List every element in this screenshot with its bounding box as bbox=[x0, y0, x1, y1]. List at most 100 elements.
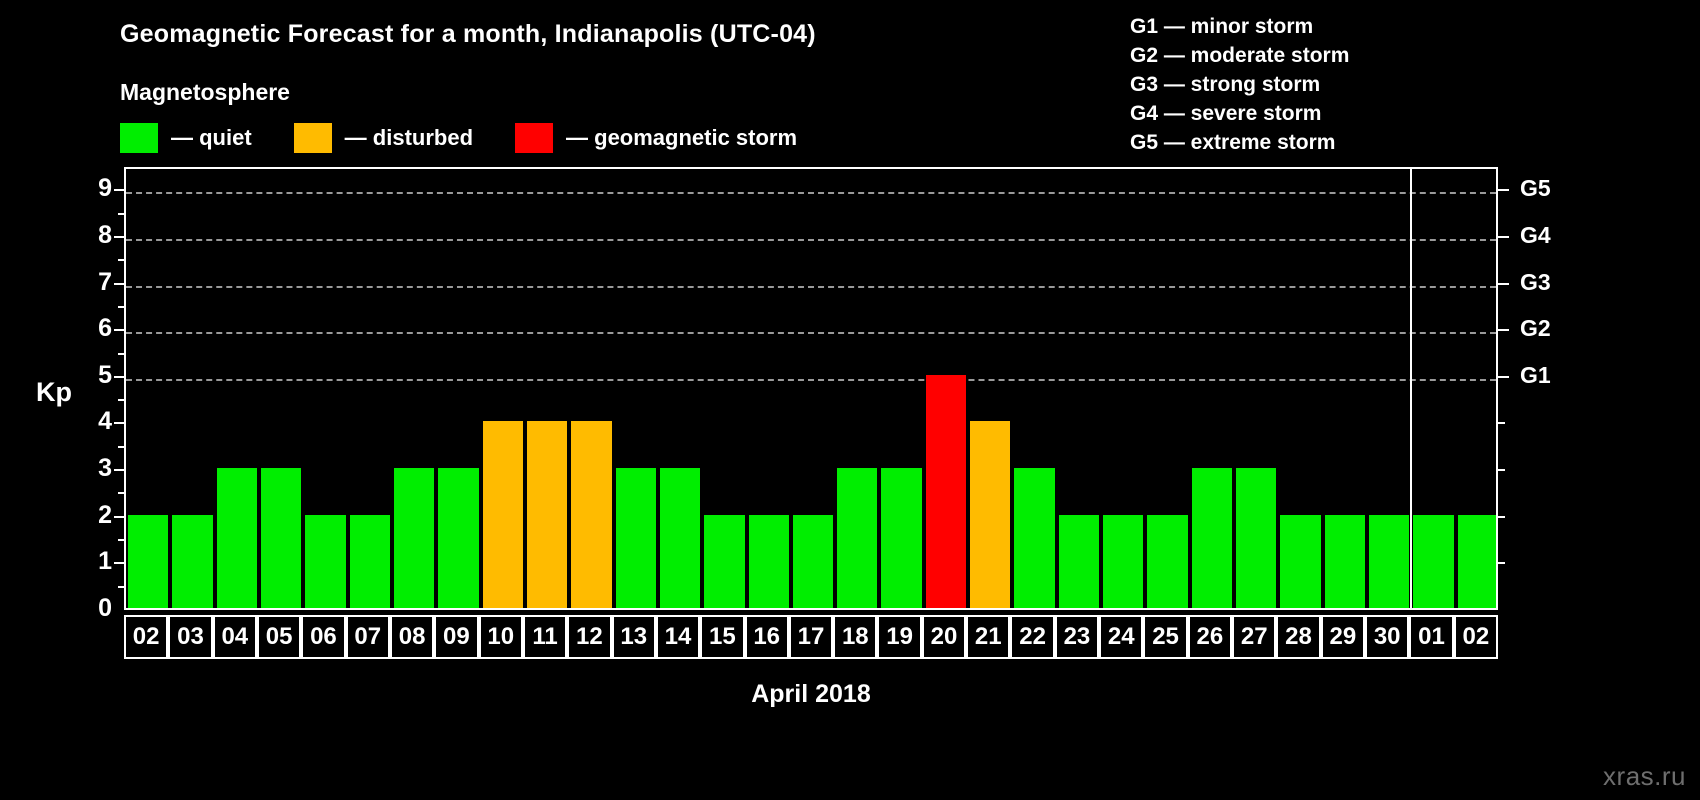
legend-entry-disturbed: — disturbed bbox=[293, 123, 515, 153]
date-label-24: 26 bbox=[1187, 615, 1233, 659]
bar-15 bbox=[704, 514, 745, 608]
legend-label-geomagnetic-storm: — geomagnetic storm bbox=[566, 125, 798, 150]
bar-02 bbox=[128, 514, 169, 608]
date-label-6: 08 bbox=[389, 615, 435, 659]
g-scale-legend-item-5: G5 — extreme storm bbox=[1130, 131, 1336, 154]
g-tick-label-G1: G1 bbox=[1520, 361, 1551, 388]
date-label-12: 14 bbox=[655, 615, 701, 659]
date-label-3: 05 bbox=[256, 615, 302, 659]
y-tick-label-3: 3 bbox=[98, 454, 112, 483]
legend-label-disturbed: — disturbed bbox=[344, 125, 474, 150]
y-axis-title: Kp bbox=[36, 377, 72, 407]
g-scale-legend-item-3: G3 — strong storm bbox=[1130, 73, 1321, 96]
y-tick-label-9: 9 bbox=[98, 174, 112, 203]
bar-22 bbox=[1014, 468, 1055, 608]
legend-swatch-quiet bbox=[120, 123, 158, 153]
g-minor-tick bbox=[1498, 515, 1505, 518]
date-label-23: 25 bbox=[1143, 615, 1188, 659]
bar-18 bbox=[837, 468, 878, 608]
y-minor-tick bbox=[118, 585, 124, 588]
y-minor-tick bbox=[118, 212, 124, 215]
bar-14 bbox=[659, 468, 701, 608]
g-scale-legend-item-1: G1 — minor storm bbox=[1130, 15, 1314, 38]
y-minor-tick bbox=[118, 539, 124, 542]
y-tick-label-1: 1 bbox=[98, 547, 112, 576]
legend-swatch-geomagnetic-storm bbox=[515, 123, 554, 153]
date-label-22: 24 bbox=[1099, 615, 1144, 659]
bar-21 bbox=[970, 421, 1011, 608]
page-title: Geomagnetic Forecast for a month, Indian… bbox=[120, 20, 816, 48]
g-tick-mark-G3 bbox=[1498, 282, 1509, 285]
date-label-27: 29 bbox=[1320, 615, 1366, 659]
bar-07 bbox=[349, 514, 390, 608]
bar-17 bbox=[792, 514, 834, 608]
bar-05 bbox=[260, 468, 302, 608]
gridline-kp-7 bbox=[126, 285, 1496, 288]
bar-27 bbox=[1236, 468, 1277, 608]
plot-area bbox=[124, 167, 1498, 610]
bar-06 bbox=[305, 514, 346, 608]
legend: — quiet — disturbed — geomagnetic storm bbox=[120, 122, 839, 154]
date-label-14: 16 bbox=[744, 615, 789, 659]
g-tick-label-G2: G2 bbox=[1520, 315, 1551, 342]
watermark: xras.ru bbox=[1603, 761, 1686, 791]
g-tick-label-G5: G5 bbox=[1520, 175, 1551, 202]
bar-08 bbox=[393, 468, 435, 608]
y-minor-tick bbox=[118, 492, 124, 495]
bar-23 bbox=[1058, 514, 1100, 608]
g-minor-tick bbox=[1498, 562, 1505, 565]
y-tick-label-8: 8 bbox=[98, 220, 112, 249]
y-tick-mark-9 bbox=[114, 189, 124, 192]
bar-09 bbox=[438, 468, 479, 608]
date-label-19: 21 bbox=[966, 615, 1011, 659]
date-label-2: 04 bbox=[212, 615, 257, 659]
g-tick-mark-G2 bbox=[1498, 329, 1509, 332]
bar-29 bbox=[1324, 514, 1366, 608]
date-label-30: 02 bbox=[1453, 615, 1498, 659]
bar-24 bbox=[1103, 514, 1144, 608]
y-tick-mark-8 bbox=[114, 235, 124, 238]
gridline-kp-9 bbox=[126, 192, 1496, 195]
bar-19 bbox=[881, 468, 922, 608]
date-label-8: 10 bbox=[478, 615, 523, 659]
legend-label-quiet: — quiet bbox=[171, 125, 252, 150]
y-minor-tick bbox=[118, 399, 124, 402]
date-label-11: 13 bbox=[611, 615, 656, 659]
date-label-28: 30 bbox=[1365, 615, 1410, 659]
date-label-20: 22 bbox=[1010, 615, 1055, 659]
y-tick-mark-4 bbox=[114, 422, 124, 425]
y-tick-mark-2 bbox=[114, 515, 124, 518]
legend-entry-geomagnetic-storm: — geomagnetic storm bbox=[515, 123, 839, 153]
legend-entry-quiet: — quiet bbox=[120, 123, 294, 153]
y-minor-tick bbox=[118, 259, 124, 262]
g-scale-legend-item-2: G2 — moderate storm bbox=[1130, 44, 1350, 67]
y-tick-mark-1 bbox=[114, 562, 124, 565]
date-label-16: 18 bbox=[833, 615, 878, 659]
g-scale-legend-item-4: G4 — severe storm bbox=[1130, 102, 1322, 125]
y-tick-label-5: 5 bbox=[98, 360, 112, 389]
y-tick-mark-7 bbox=[114, 282, 124, 285]
gridline-kp-5 bbox=[126, 378, 1496, 381]
date-label-5: 07 bbox=[345, 615, 390, 659]
y-minor-tick bbox=[118, 305, 124, 308]
date-label-7: 09 bbox=[434, 615, 479, 659]
x-axis-date-labels: 02 03 04 05 06 07 08 09 10 11 12 13 14 15 16 17 18 19 20 21… bbox=[124, 615, 1498, 659]
date-label-21: 23 bbox=[1054, 615, 1100, 659]
y-tick-mark-5 bbox=[114, 375, 124, 378]
bar-16 bbox=[748, 514, 789, 608]
date-label-4: 06 bbox=[301, 615, 346, 659]
g-scale-legend: G1 — minor storm G2 — moderate storm G3 — … bbox=[1130, 12, 1349, 157]
bar-10 bbox=[482, 421, 523, 608]
bar-12 bbox=[571, 421, 612, 608]
month-divider-line bbox=[1410, 169, 1413, 608]
g-tick-mark-G5 bbox=[1498, 189, 1509, 192]
bar-13 bbox=[615, 468, 656, 608]
gridline-kp-8 bbox=[126, 238, 1496, 241]
date-label-1: 03 bbox=[168, 615, 213, 659]
date-label-17: 19 bbox=[877, 615, 922, 659]
y-tick-label-0: 0 bbox=[98, 594, 112, 622]
bar-26 bbox=[1191, 468, 1233, 608]
y-tick-mark-3 bbox=[114, 469, 124, 472]
y-tick-label-6: 6 bbox=[98, 314, 112, 343]
bar-04 bbox=[216, 468, 257, 608]
